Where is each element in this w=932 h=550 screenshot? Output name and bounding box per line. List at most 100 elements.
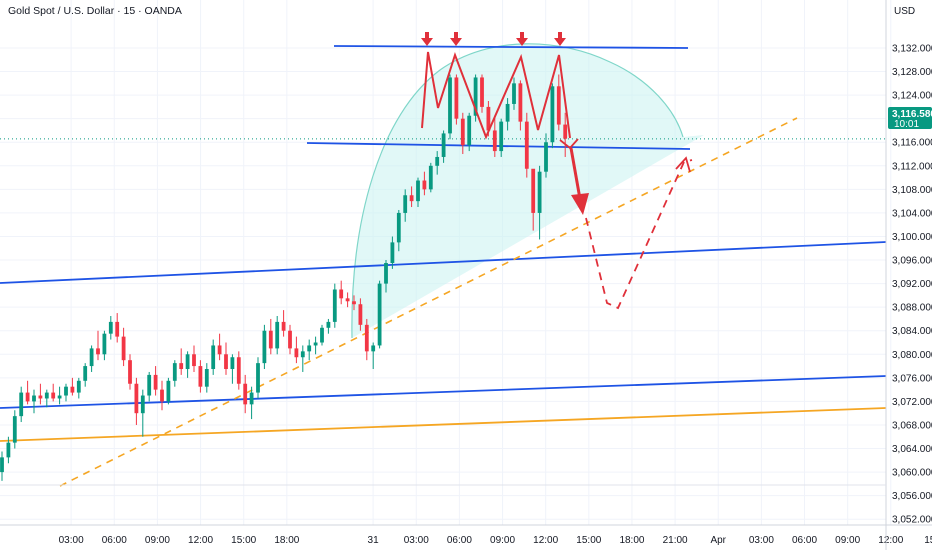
peak-arrow-stem [425, 32, 429, 38]
candle-body [544, 142, 548, 172]
candle-body [268, 330, 273, 349]
candle-body [441, 133, 446, 157]
candle-body [6, 442, 11, 458]
x-tick-label: 03:00 [749, 535, 774, 546]
drawings-back-layer [0, 43, 887, 487]
candle-body [524, 121, 529, 169]
candle-body [294, 348, 299, 358]
candle-body [563, 124, 568, 139]
candle-body [153, 374, 158, 390]
projection-arrow-head [571, 193, 589, 215]
y-tick-label: 3,100.000 [892, 232, 932, 243]
neckline [306, 142, 691, 150]
current-price-badge: 3,116.580 10:01 [888, 107, 932, 130]
y-tick-label: 3,072.000 [892, 397, 932, 408]
candle-body [147, 374, 152, 396]
candle-body [12, 416, 17, 443]
candle-body [531, 168, 536, 213]
candle-body [140, 395, 145, 414]
candle-body [44, 392, 49, 399]
x-tick-label: 12:00 [188, 535, 213, 546]
candle-body [262, 330, 267, 364]
x-tick-label: 03:00 [404, 535, 429, 546]
candle-body [396, 212, 401, 243]
resistance-line [333, 45, 689, 49]
candle-body [518, 83, 523, 122]
candle-body [313, 342, 318, 346]
x-tick-label: 12:00 [533, 535, 558, 546]
candle-body [467, 115, 472, 146]
y-tick-label: 3,060.000 [892, 468, 932, 479]
drawings-front-layer [421, 32, 693, 310]
y-tick-label: 3,132.000 [892, 44, 932, 55]
candle-body [172, 363, 177, 381]
x-tick-label: 06:00 [102, 535, 127, 546]
candle-body [211, 345, 216, 370]
y-tick-label: 3,056.000 [892, 491, 932, 502]
y-tick-label: 3,096.000 [892, 256, 932, 267]
x-tick-label: 09:00 [490, 535, 515, 546]
y-tick-label: 3,108.000 [892, 185, 932, 196]
y-tick-label: 3,112.000 [892, 161, 932, 172]
candle-body [288, 330, 292, 349]
candle-body [512, 83, 516, 104]
candle-body [32, 395, 36, 402]
candle-body [192, 354, 196, 367]
x-tick-label: 15:00 [576, 535, 601, 546]
candle-body [332, 289, 337, 322]
candle-body [96, 348, 100, 355]
symbol-title: Gold Spot / U.S. Dollar · 15 · OANDA [8, 5, 182, 17]
candle-body [556, 86, 561, 125]
candle-body [428, 165, 433, 190]
y-tick-label: 3,076.000 [892, 373, 932, 384]
candle-body [224, 354, 228, 370]
x-tick-label: 18:00 [274, 535, 299, 546]
candle-body [0, 457, 4, 473]
x-tick-label: 03:00 [59, 535, 84, 546]
candle-body [243, 383, 248, 405]
peak-arrow-stem [520, 32, 524, 38]
candle-body [230, 357, 235, 370]
candle-body [160, 389, 164, 402]
pattern-zigzag [421, 51, 571, 140]
candle-body [422, 180, 427, 190]
candle-body [460, 118, 465, 146]
candles-layer [0, 74, 568, 481]
candle-body [25, 392, 30, 402]
candle-body [364, 324, 369, 352]
candle-body [38, 395, 43, 399]
projection-end-arrow-icon [675, 156, 691, 173]
channel-upper-line [0, 241, 887, 284]
x-tick-label: 09:00 [835, 535, 860, 546]
y-tick-label: 3,128.000 [892, 67, 932, 78]
candle-body [89, 348, 94, 367]
x-tick-label: Apr [710, 535, 726, 546]
y-tick-label: 3,064.000 [892, 444, 932, 455]
candle-body [454, 77, 459, 119]
channel-lower-line [0, 375, 887, 409]
projection-dashed-path [585, 159, 693, 310]
y-tick-label: 3,052.000 [892, 515, 932, 526]
candle-body [57, 395, 62, 399]
candle-body [83, 366, 88, 381]
y-tick-label: 3,124.000 [892, 91, 932, 102]
candle-body [108, 321, 113, 334]
candle-body [448, 77, 452, 134]
candle-body [409, 195, 414, 202]
candle-body [473, 77, 478, 116]
x-tick-label: 06:00 [792, 535, 817, 546]
y-tick-label: 3,068.000 [892, 420, 932, 431]
candle-body [390, 242, 395, 263]
y-tick-label: 3,116.000 [892, 138, 932, 149]
peak-arrow-stem [454, 32, 458, 38]
candle-body [339, 289, 344, 299]
candle-body [51, 392, 56, 399]
price-badge-bg [888, 107, 932, 129]
candle-body [371, 345, 376, 352]
x-tick-label: 12:00 [878, 535, 903, 546]
candle-body [64, 386, 68, 396]
y-tick-label: 3,104.000 [892, 208, 932, 219]
candle-body [358, 304, 363, 325]
countdown-label: 10:01 [894, 119, 919, 130]
